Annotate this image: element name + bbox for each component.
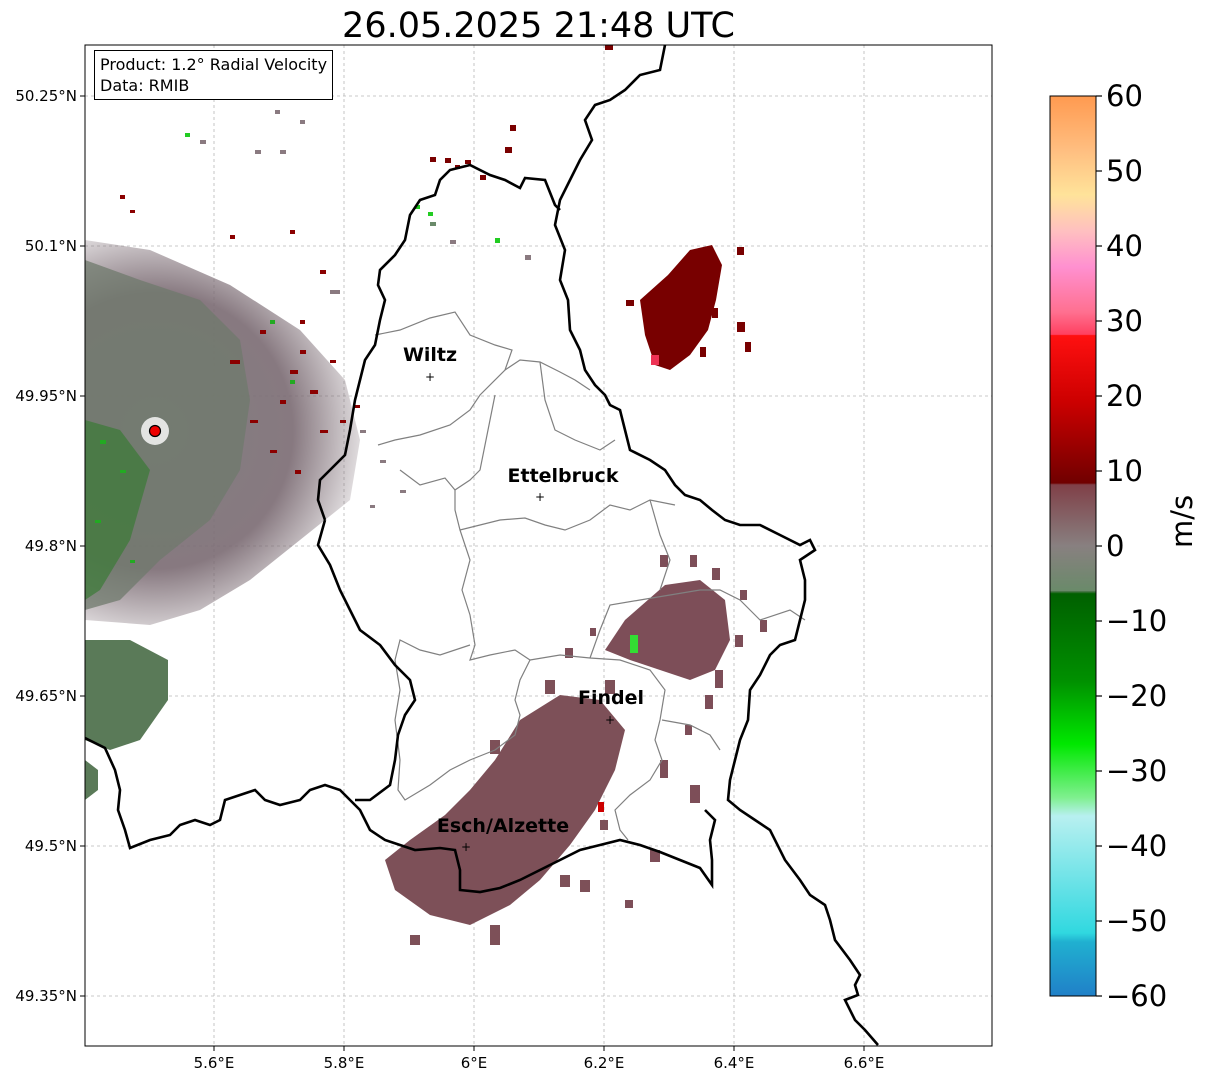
data-source-label: Data: RMIB bbox=[100, 76, 190, 95]
lon-tick-label: 5.8°E bbox=[324, 1054, 365, 1072]
longitude-axis: 5.6°E 5.8°E 6°E 6.2°E 6.4°E 6.6°E bbox=[194, 1046, 885, 1072]
city-markers: Wiltz + Ettelbruck + Findel + Esch/Alzet… bbox=[403, 344, 644, 854]
colorbar-tick: −50 bbox=[1106, 904, 1167, 938]
radar-site bbox=[141, 417, 169, 445]
city-label: Esch/Alzette bbox=[437, 815, 569, 837]
colorbar-tick: 0 bbox=[1106, 529, 1124, 563]
lat-tick-label: 49.5°N bbox=[25, 837, 77, 855]
colorbar-tick: −30 bbox=[1106, 754, 1167, 788]
radar-echo-west bbox=[85, 110, 406, 800]
colorbar-tick: −40 bbox=[1106, 829, 1167, 863]
lon-tick-label: 6.4°E bbox=[714, 1054, 755, 1072]
city-wiltz: Wiltz + bbox=[403, 344, 457, 384]
city-marker-icon: + bbox=[461, 840, 471, 854]
city-marker-icon: + bbox=[425, 370, 435, 384]
product-info-box: Product: 1.2° Radial Velocity Data: RMIB bbox=[94, 50, 334, 100]
colorbar: 60 50 40 30 20 10 0 −10 −20 −30 −40 −50 … bbox=[1049, 79, 1167, 1013]
colorbar-tick: 30 bbox=[1106, 304, 1143, 338]
colorbar-tick: 40 bbox=[1106, 229, 1143, 263]
city-label: Findel bbox=[578, 687, 644, 709]
canton-borders bbox=[374, 311, 806, 841]
colorbar-scale bbox=[1049, 95, 1097, 997]
latitude-axis: 50.25°N 50.1°N 49.95°N 49.8°N 49.65°N 49… bbox=[15, 87, 85, 1005]
lon-tick-label: 6.6°E bbox=[844, 1054, 885, 1072]
radar-echo-south bbox=[385, 680, 625, 945]
colorbar-tick: −10 bbox=[1106, 604, 1167, 638]
lon-tick-label: 6°E bbox=[461, 1054, 488, 1072]
colorbar-tick: 20 bbox=[1106, 379, 1143, 413]
city-esch-alzette: Esch/Alzette + bbox=[437, 815, 569, 854]
lon-tick-label: 5.6°E bbox=[194, 1054, 235, 1072]
colorbar-tick: −20 bbox=[1106, 679, 1167, 713]
colorbar-tick: −60 bbox=[1106, 979, 1167, 1013]
country-borders bbox=[85, 45, 879, 1046]
city-ettelbruck: Ettelbruck + bbox=[508, 465, 619, 504]
city-marker-icon: + bbox=[535, 490, 545, 504]
colorbar-tick: 60 bbox=[1106, 79, 1143, 113]
lat-tick-label: 49.35°N bbox=[15, 987, 77, 1005]
lon-tick-label: 6.2°E bbox=[584, 1054, 625, 1072]
colorbar-tick: 10 bbox=[1106, 454, 1143, 488]
city-label: Ettelbruck bbox=[508, 465, 619, 487]
lat-tick-label: 49.8°N bbox=[25, 537, 77, 555]
product-label: Product: 1.2° Radial Velocity bbox=[100, 55, 328, 74]
lat-tick-label: 49.95°N bbox=[15, 387, 77, 405]
lat-tick-label: 49.65°N bbox=[15, 687, 77, 705]
radar-echo-southeast bbox=[565, 555, 767, 908]
colorbar-tick: 50 bbox=[1106, 154, 1143, 188]
city-label: Wiltz bbox=[403, 344, 457, 366]
radar-echo-northeast bbox=[626, 245, 751, 370]
city-findel: Findel + bbox=[578, 687, 644, 727]
lat-tick-label: 50.1°N bbox=[25, 237, 77, 255]
colorbar-unit-label: m/s bbox=[1165, 494, 1199, 548]
map-title: 26.05.2025 21:48 UTC bbox=[342, 6, 735, 46]
city-marker-icon: + bbox=[605, 713, 615, 727]
lat-tick-label: 50.25°N bbox=[15, 87, 77, 105]
